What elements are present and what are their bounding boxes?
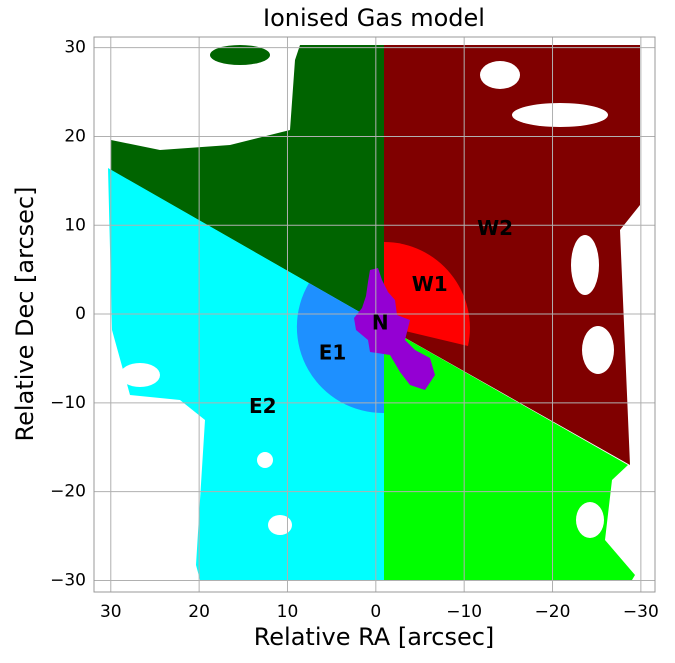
- x-tick-label: −20: [535, 602, 571, 622]
- chart-title: Ionised Gas model: [263, 4, 485, 32]
- y-tick-label: 0: [75, 304, 86, 324]
- region-label: W2: [477, 216, 513, 240]
- y-tick-label: 30: [64, 38, 86, 58]
- x-axis-label: Relative RA [arcsec]: [254, 623, 495, 651]
- y-tick-label: 20: [64, 126, 86, 146]
- grid: [94, 37, 655, 592]
- region-label: N: [372, 310, 389, 334]
- region-shape: [108, 168, 384, 580]
- x-tick-label: −10: [446, 602, 482, 622]
- region-shape: [384, 45, 640, 465]
- y-axis-label: Relative Dec [arcsec]: [11, 187, 39, 442]
- region-label: E1: [319, 341, 347, 365]
- y-tick-label: −10: [50, 393, 86, 413]
- x-tick-label: 30: [100, 602, 122, 622]
- y-tick-label: −30: [50, 570, 86, 590]
- region-label: W1: [412, 272, 448, 296]
- y-tick-label: 10: [64, 215, 86, 235]
- x-tick-label: 20: [188, 602, 210, 622]
- mask-holes: [120, 45, 614, 538]
- region-layer: [108, 45, 640, 580]
- region-label: E2: [249, 394, 277, 418]
- region-shape: [354, 268, 435, 390]
- y-tick-label: −20: [50, 482, 86, 502]
- x-tick-label: 10: [277, 602, 299, 622]
- x-tick-label: 0: [370, 602, 381, 622]
- plot-frame: [93, 36, 656, 593]
- sw-region: [384, 326, 635, 580]
- x-tick-label: −30: [623, 602, 659, 622]
- nw-region: [111, 45, 384, 326]
